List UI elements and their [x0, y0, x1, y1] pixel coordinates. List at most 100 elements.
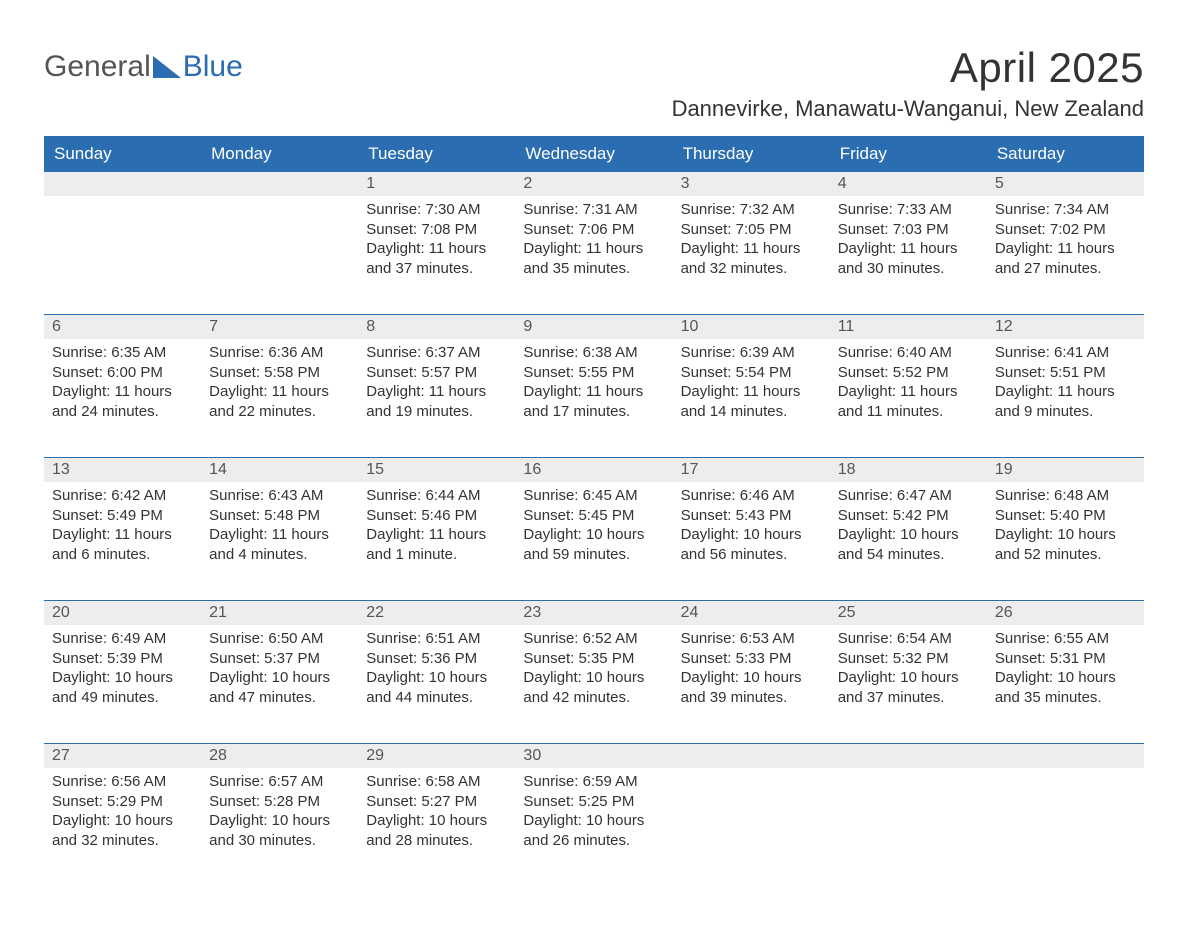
daylight-line-1: Daylight: 11 hours	[838, 382, 979, 402]
daylight-line-2: and 37 minutes.	[366, 259, 507, 279]
sunrise-line: Sunrise: 6:41 AM	[995, 343, 1136, 363]
calendar-cell	[673, 768, 830, 886]
sunset-line: Sunset: 5:27 PM	[366, 792, 507, 812]
sunrise-line: Sunrise: 6:51 AM	[366, 629, 507, 649]
header: General Blue April 2025	[44, 44, 1144, 92]
sunrise-line: Sunrise: 6:55 AM	[995, 629, 1136, 649]
daylight-line-2: and 56 minutes.	[681, 545, 822, 565]
daylight-line-2: and 47 minutes.	[209, 688, 350, 708]
daylight-line-1: Daylight: 11 hours	[366, 239, 507, 259]
daylight-line-2: and 28 minutes.	[366, 831, 507, 851]
daylight-line-2: and 32 minutes.	[681, 259, 822, 279]
location-subtitle: Dannevirke, Manawatu-Wanganui, New Zeala…	[44, 96, 1144, 122]
day-number: 7	[201, 315, 358, 339]
calendar-cell: Sunrise: 7:32 AMSunset: 7:05 PMDaylight:…	[673, 196, 830, 314]
daylight-line-2: and 37 minutes.	[838, 688, 979, 708]
calendar-week: 20212223242526Sunrise: 6:49 AMSunset: 5:…	[44, 600, 1144, 743]
daynum-row: 6789101112	[44, 315, 1144, 339]
day-number: 4	[830, 172, 987, 196]
sunrise-line: Sunrise: 6:37 AM	[366, 343, 507, 363]
day-number: 30	[515, 744, 672, 768]
calendar-cell: Sunrise: 6:58 AMSunset: 5:27 PMDaylight:…	[358, 768, 515, 886]
sunrise-line: Sunrise: 6:48 AM	[995, 486, 1136, 506]
day-number: 21	[201, 601, 358, 625]
daylight-line-2: and 30 minutes.	[838, 259, 979, 279]
daynum-row: 12345	[44, 172, 1144, 196]
sunset-line: Sunset: 5:42 PM	[838, 506, 979, 526]
sunrise-line: Sunrise: 7:34 AM	[995, 200, 1136, 220]
calendar-cell	[201, 196, 358, 314]
calendar-cell: Sunrise: 6:49 AMSunset: 5:39 PMDaylight:…	[44, 625, 201, 743]
sunset-line: Sunset: 5:39 PM	[52, 649, 193, 669]
day-number: 22	[358, 601, 515, 625]
daylight-line-2: and 54 minutes.	[838, 545, 979, 565]
daylight-line-1: Daylight: 11 hours	[995, 382, 1136, 402]
daylight-line-1: Daylight: 10 hours	[995, 668, 1136, 688]
calendar-cell	[44, 196, 201, 314]
sunset-line: Sunset: 7:03 PM	[838, 220, 979, 240]
sunrise-line: Sunrise: 6:47 AM	[838, 486, 979, 506]
daylight-line-1: Daylight: 10 hours	[838, 668, 979, 688]
daylight-line-1: Daylight: 11 hours	[523, 239, 664, 259]
daylight-line-1: Daylight: 11 hours	[366, 382, 507, 402]
daynum-row: 13141516171819	[44, 458, 1144, 482]
calendar-cell: Sunrise: 6:42 AMSunset: 5:49 PMDaylight:…	[44, 482, 201, 600]
day-number: 24	[673, 601, 830, 625]
day-number	[987, 744, 1144, 768]
day-number: 14	[201, 458, 358, 482]
weekday-header-row: SundayMondayTuesdayWednesdayThursdayFrid…	[44, 136, 1144, 172]
calendar-cell: Sunrise: 7:31 AMSunset: 7:06 PMDaylight:…	[515, 196, 672, 314]
daylight-line-1: Daylight: 11 hours	[681, 239, 822, 259]
daylight-line-2: and 59 minutes.	[523, 545, 664, 565]
day-number: 28	[201, 744, 358, 768]
day-number: 29	[358, 744, 515, 768]
daylight-line-1: Daylight: 10 hours	[523, 525, 664, 545]
daylight-line-2: and 35 minutes.	[523, 259, 664, 279]
daylight-line-1: Daylight: 11 hours	[995, 239, 1136, 259]
daylight-line-2: and 35 minutes.	[995, 688, 1136, 708]
daylight-line-1: Daylight: 10 hours	[209, 811, 350, 831]
sunrise-line: Sunrise: 7:30 AM	[366, 200, 507, 220]
calendar-cell: Sunrise: 6:50 AMSunset: 5:37 PMDaylight:…	[201, 625, 358, 743]
sunrise-line: Sunrise: 6:42 AM	[52, 486, 193, 506]
day-number: 2	[515, 172, 672, 196]
day-number: 11	[830, 315, 987, 339]
sunset-line: Sunset: 5:57 PM	[366, 363, 507, 383]
calendar-cell: Sunrise: 6:43 AMSunset: 5:48 PMDaylight:…	[201, 482, 358, 600]
daylight-line-1: Daylight: 10 hours	[52, 668, 193, 688]
calendar-cell: Sunrise: 6:48 AMSunset: 5:40 PMDaylight:…	[987, 482, 1144, 600]
calendar-cell: Sunrise: 6:38 AMSunset: 5:55 PMDaylight:…	[515, 339, 672, 457]
daylight-line-1: Daylight: 11 hours	[523, 382, 664, 402]
sunrise-line: Sunrise: 6:35 AM	[52, 343, 193, 363]
day-number: 9	[515, 315, 672, 339]
day-number: 19	[987, 458, 1144, 482]
logo: General Blue	[44, 44, 243, 84]
daylight-line-2: and 22 minutes.	[209, 402, 350, 422]
daylight-line-2: and 14 minutes.	[681, 402, 822, 422]
sunset-line: Sunset: 5:58 PM	[209, 363, 350, 383]
page-title: April 2025	[950, 44, 1144, 92]
daylight-line-1: Daylight: 11 hours	[209, 382, 350, 402]
calendar-cell: Sunrise: 6:56 AMSunset: 5:29 PMDaylight:…	[44, 768, 201, 886]
sunrise-line: Sunrise: 6:54 AM	[838, 629, 979, 649]
daylight-line-2: and 52 minutes.	[995, 545, 1136, 565]
daylight-line-1: Daylight: 11 hours	[52, 525, 193, 545]
sunset-line: Sunset: 5:33 PM	[681, 649, 822, 669]
day-number: 6	[44, 315, 201, 339]
daylight-line-1: Daylight: 10 hours	[366, 811, 507, 831]
sunrise-line: Sunrise: 6:43 AM	[209, 486, 350, 506]
sunrise-line: Sunrise: 6:58 AM	[366, 772, 507, 792]
daynum-row: 20212223242526	[44, 601, 1144, 625]
sunrise-line: Sunrise: 7:33 AM	[838, 200, 979, 220]
weekday-header: Saturday	[987, 136, 1144, 172]
sunset-line: Sunset: 5:36 PM	[366, 649, 507, 669]
calendar-cell: Sunrise: 6:57 AMSunset: 5:28 PMDaylight:…	[201, 768, 358, 886]
sunrise-line: Sunrise: 6:52 AM	[523, 629, 664, 649]
day-number: 3	[673, 172, 830, 196]
sunset-line: Sunset: 5:49 PM	[52, 506, 193, 526]
day-number: 23	[515, 601, 672, 625]
calendar-cell: Sunrise: 6:39 AMSunset: 5:54 PMDaylight:…	[673, 339, 830, 457]
daylight-line-1: Daylight: 10 hours	[366, 668, 507, 688]
daylight-line-1: Daylight: 11 hours	[681, 382, 822, 402]
sunrise-line: Sunrise: 7:32 AM	[681, 200, 822, 220]
